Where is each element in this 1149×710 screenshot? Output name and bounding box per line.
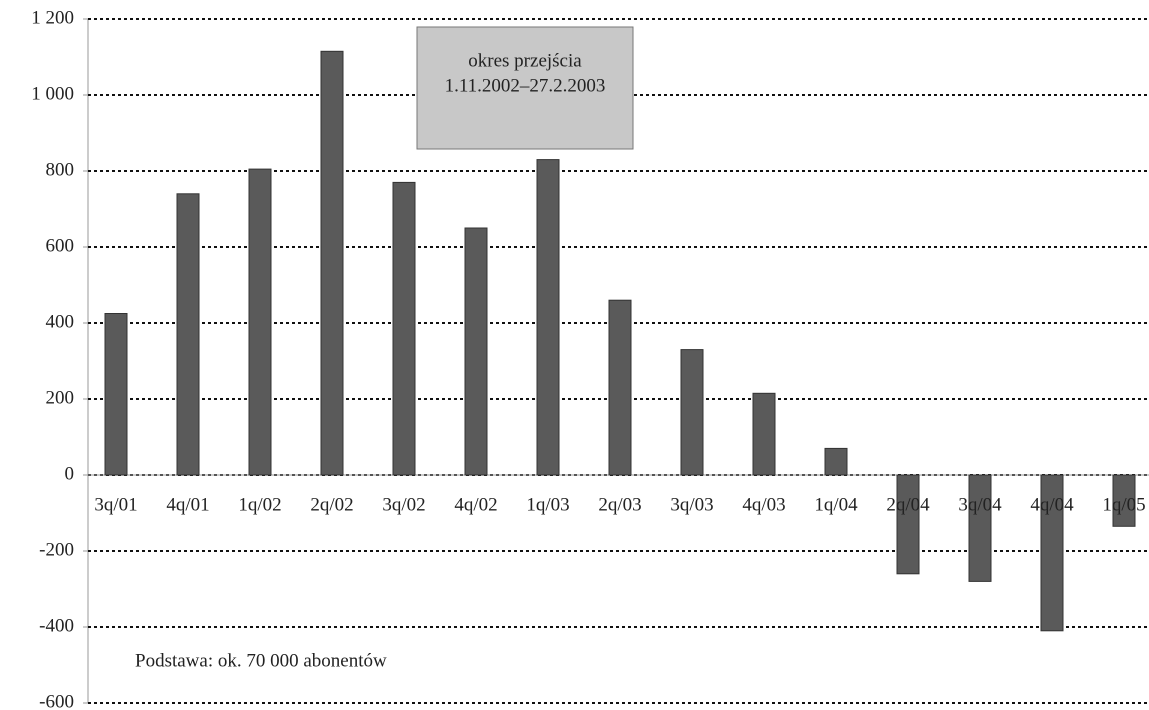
x-tick-label: 1q/03 (526, 494, 569, 515)
y-tick-label: 800 (46, 159, 75, 180)
x-tick-label: 4q/03 (742, 494, 785, 515)
bar (248, 168, 272, 476)
bar (176, 193, 200, 476)
bar (320, 50, 344, 476)
bar (968, 474, 992, 582)
y-tick-label: -600 (39, 691, 74, 710)
bar (392, 181, 416, 476)
bar (680, 349, 704, 476)
annotation: 1.11.2002–27.2.2003 (445, 75, 606, 96)
y-tick-label: 1 000 (31, 83, 74, 104)
x-tick-label: 2q/02 (310, 494, 353, 515)
bar (752, 392, 776, 476)
x-tick-label: 3q/03 (670, 494, 713, 515)
x-tick-label: 4q/02 (454, 494, 497, 515)
bar (608, 299, 632, 476)
x-tick-label: 1q/05 (1102, 494, 1145, 515)
x-tick-label: 4q/01 (166, 494, 209, 515)
annotation: okres przejścia (468, 50, 582, 71)
x-tick-label: 3q/04 (958, 494, 1002, 515)
note: Podstawa: ok. 70 000 abonentów (135, 650, 387, 671)
y-tick-label: 200 (46, 387, 75, 408)
y-tick-label: 0 (65, 463, 75, 484)
y-tick-label: 1 200 (31, 7, 74, 28)
bar (536, 159, 560, 476)
y-tick-label: -400 (39, 615, 74, 636)
x-tick-label: 3q/01 (94, 494, 137, 515)
y-tick-label: -200 (39, 539, 74, 560)
bar (896, 474, 920, 575)
bar (824, 447, 848, 476)
y-tick-label: 600 (46, 235, 75, 256)
x-tick-label: 4q/04 (1030, 494, 1074, 515)
x-tick-label: 2q/04 (886, 494, 930, 515)
y-tick-label: 400 (46, 311, 75, 332)
bar (104, 313, 128, 476)
bar (1040, 474, 1064, 632)
bar (1112, 474, 1136, 527)
x-tick-label: 2q/03 (598, 494, 641, 515)
bar (464, 227, 488, 476)
annotation-box (416, 26, 634, 150)
x-tick-label: 3q/02 (382, 494, 425, 515)
x-tick-label: 1q/02 (238, 494, 281, 515)
x-tick-label: 1q/04 (814, 494, 858, 515)
